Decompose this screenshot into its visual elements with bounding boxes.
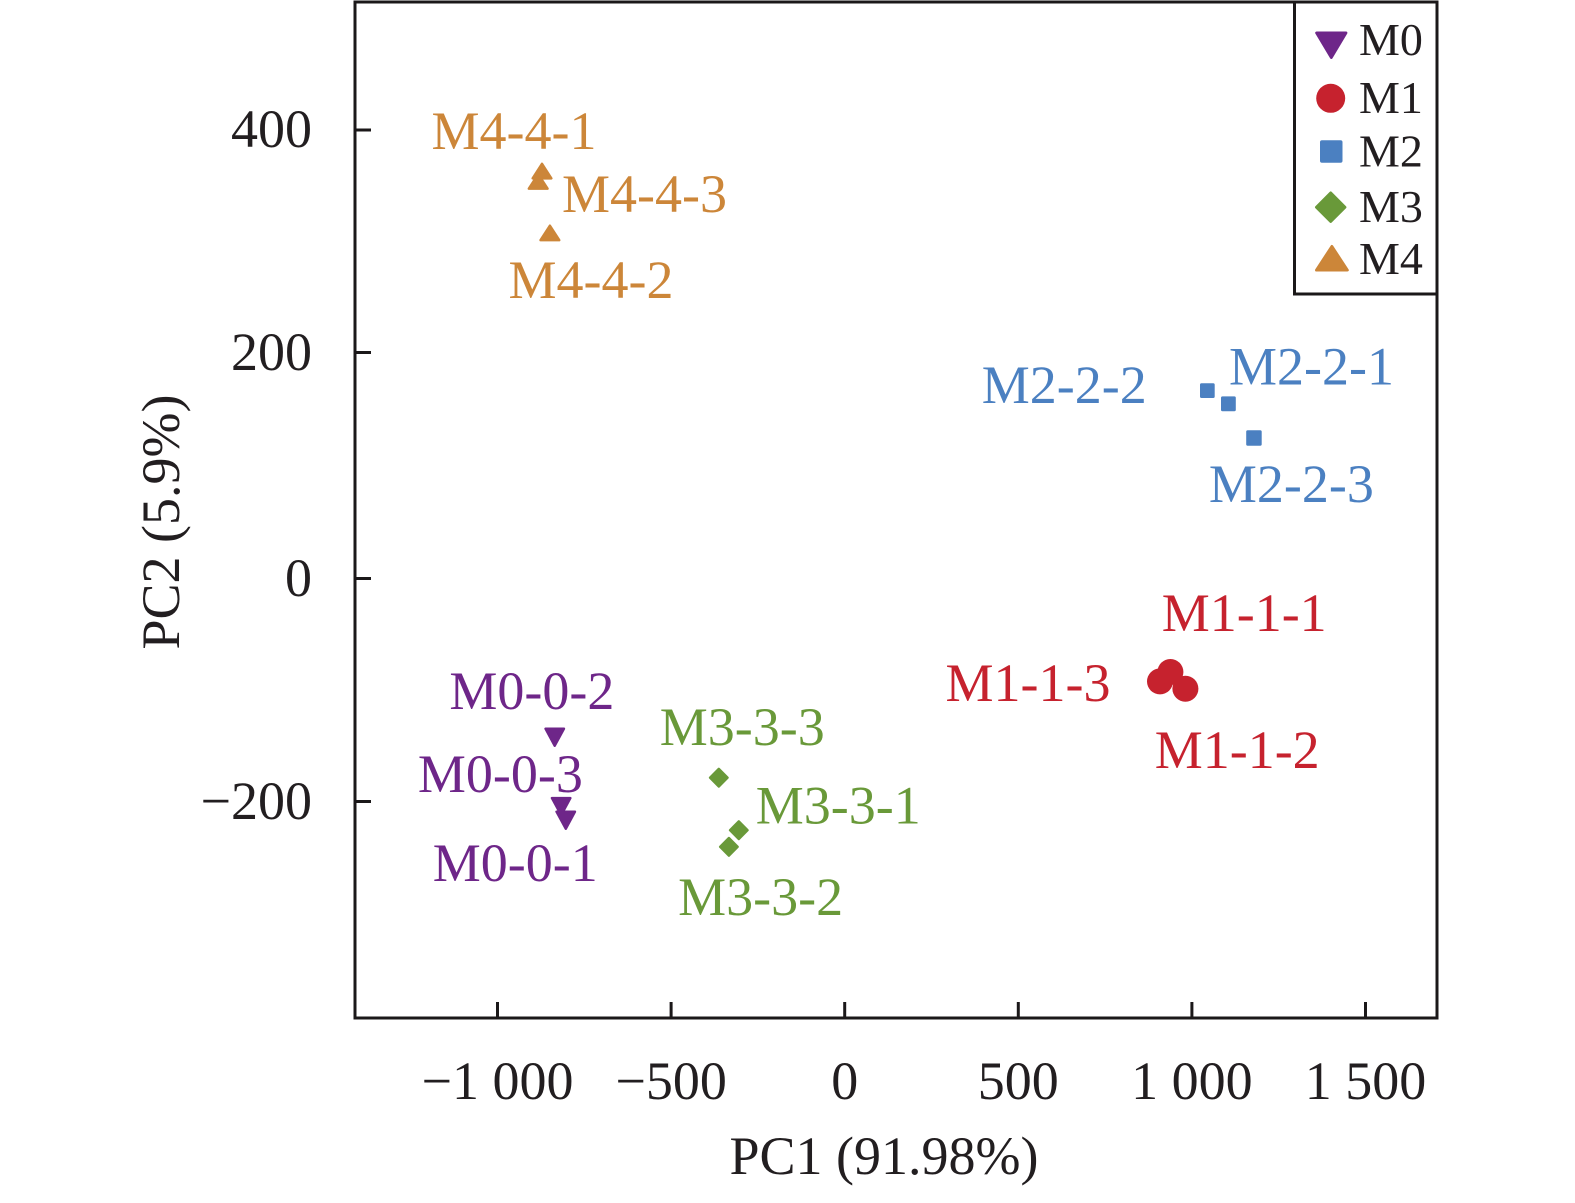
svg-text:1 500: 1 500 bbox=[1305, 1051, 1427, 1111]
svg-text:M3-3-2: M3-3-2 bbox=[678, 867, 843, 927]
svg-text:M1-1-1: M1-1-1 bbox=[1162, 583, 1327, 643]
svg-text:1 000: 1 000 bbox=[1131, 1051, 1253, 1111]
svg-text:M3-3-3: M3-3-3 bbox=[660, 697, 825, 757]
svg-text:M0-0-1: M0-0-1 bbox=[433, 833, 598, 893]
svg-text:0: 0 bbox=[285, 548, 312, 608]
svg-text:−1 000: −1 000 bbox=[422, 1051, 574, 1111]
svg-text:PC1 (91.98%): PC1 (91.98%) bbox=[730, 1126, 1039, 1186]
svg-text:M2-2-1: M2-2-1 bbox=[1229, 337, 1394, 397]
svg-text:M1: M1 bbox=[1359, 72, 1423, 123]
svg-text:PC2 (5.9%): PC2 (5.9%) bbox=[131, 395, 191, 650]
svg-text:M0: M0 bbox=[1359, 14, 1423, 65]
svg-text:M1-1-3: M1-1-3 bbox=[946, 653, 1111, 713]
svg-text:M1-1-2: M1-1-2 bbox=[1155, 720, 1320, 780]
svg-text:M3-3-1: M3-3-1 bbox=[756, 776, 921, 836]
svg-text:0: 0 bbox=[831, 1051, 858, 1111]
svg-text:500: 500 bbox=[978, 1051, 1059, 1111]
svg-text:M0-0-3: M0-0-3 bbox=[418, 744, 583, 804]
svg-text:M4-4-3: M4-4-3 bbox=[562, 164, 727, 224]
svg-text:M2-2-3: M2-2-3 bbox=[1209, 454, 1374, 514]
svg-text:−200: −200 bbox=[201, 771, 312, 831]
svg-text:M4: M4 bbox=[1359, 233, 1423, 284]
svg-text:M0-0-2: M0-0-2 bbox=[449, 661, 614, 721]
svg-text:M4-4-2: M4-4-2 bbox=[509, 250, 674, 310]
svg-text:M2-2-2: M2-2-2 bbox=[982, 355, 1147, 415]
svg-text:M2: M2 bbox=[1359, 126, 1423, 177]
svg-text:200: 200 bbox=[231, 322, 312, 382]
svg-text:M4-4-1: M4-4-1 bbox=[432, 101, 597, 161]
svg-text:M3: M3 bbox=[1359, 181, 1423, 232]
svg-text:400: 400 bbox=[231, 99, 312, 159]
svg-text:−500: −500 bbox=[615, 1051, 726, 1111]
